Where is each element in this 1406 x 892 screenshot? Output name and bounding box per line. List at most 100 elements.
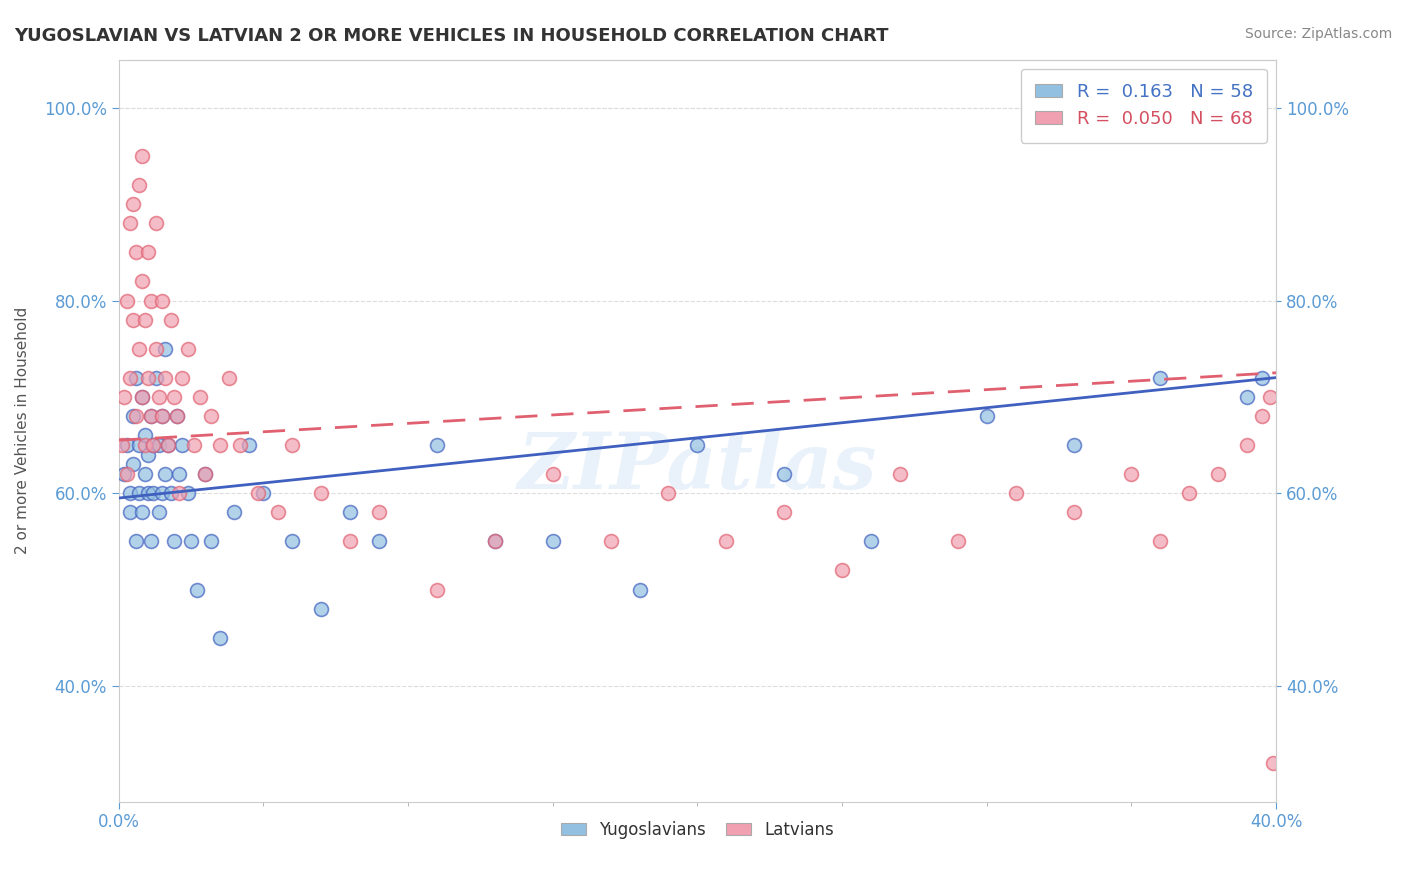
Point: [976, 409, 998, 424]
Point: [153, 467, 176, 481]
Point: [339, 506, 361, 520]
Point: [139, 409, 162, 424]
Point: [128, 342, 150, 356]
Point: [131, 274, 153, 288]
Point: [686, 438, 709, 452]
Point: [281, 534, 304, 549]
Point: [142, 438, 165, 452]
Point: [120, 216, 142, 230]
Point: [156, 438, 179, 452]
Point: [148, 438, 170, 452]
Point: [238, 438, 260, 452]
Point: [125, 245, 148, 260]
Point: [208, 631, 231, 645]
Point: [339, 534, 361, 549]
Point: [139, 293, 162, 308]
Point: [148, 506, 170, 520]
Point: [125, 370, 148, 384]
Point: [142, 486, 165, 500]
Point: [110, 438, 132, 452]
Point: [1063, 438, 1085, 452]
Point: [200, 534, 222, 549]
Point: [218, 370, 240, 384]
Point: [426, 582, 449, 597]
Point: [150, 486, 173, 500]
Point: [194, 467, 217, 481]
Point: [134, 438, 156, 452]
Point: [180, 534, 202, 549]
Point: [172, 370, 194, 384]
Point: [831, 563, 853, 577]
Text: Source: ZipAtlas.com: Source: ZipAtlas.com: [1244, 27, 1392, 41]
Point: [159, 312, 181, 326]
Point: [136, 245, 159, 260]
Point: [773, 467, 796, 481]
Point: [134, 428, 156, 442]
Point: [208, 438, 231, 452]
Point: [177, 486, 200, 500]
Point: [117, 293, 139, 308]
Point: [172, 438, 194, 452]
Point: [541, 534, 564, 549]
Point: [153, 370, 176, 384]
Point: [120, 370, 142, 384]
Point: [246, 486, 269, 500]
Point: [267, 506, 290, 520]
Point: [169, 467, 191, 481]
Point: [122, 458, 145, 472]
Point: [1258, 390, 1281, 404]
Point: [186, 582, 208, 597]
Point: [484, 534, 506, 549]
Point: [139, 534, 162, 549]
Point: [309, 486, 332, 500]
Point: [120, 506, 142, 520]
Point: [1121, 467, 1143, 481]
Point: [122, 409, 145, 424]
Point: [484, 534, 506, 549]
Point: [166, 409, 188, 424]
Point: [889, 467, 911, 481]
Point: [131, 149, 153, 163]
Point: [1263, 756, 1285, 770]
Point: [120, 486, 142, 500]
Point: [150, 409, 173, 424]
Point: [145, 216, 167, 230]
Point: [169, 486, 191, 500]
Point: [150, 409, 173, 424]
Point: [114, 390, 136, 404]
Point: [131, 506, 153, 520]
Point: [134, 312, 156, 326]
Point: [117, 438, 139, 452]
Point: [188, 390, 211, 404]
Point: [946, 534, 969, 549]
Point: [599, 534, 621, 549]
Point: [281, 438, 304, 452]
Point: [1250, 370, 1272, 384]
Point: [1149, 534, 1171, 549]
Point: [117, 467, 139, 481]
Point: [1004, 486, 1026, 500]
Point: [628, 582, 651, 597]
Point: [194, 467, 217, 481]
Point: [153, 342, 176, 356]
Point: [1149, 370, 1171, 384]
Legend: Yugoslavians, Latvians: Yugoslavians, Latvians: [554, 814, 841, 846]
Point: [1206, 467, 1229, 481]
Point: [716, 534, 738, 549]
Point: [368, 506, 391, 520]
Text: ZIPatlas: ZIPatlas: [517, 429, 877, 506]
Point: [252, 486, 274, 500]
Point: [773, 506, 796, 520]
Point: [309, 602, 332, 616]
Point: [657, 486, 679, 500]
Point: [166, 409, 188, 424]
Point: [136, 370, 159, 384]
Point: [128, 438, 150, 452]
Point: [163, 534, 186, 549]
Point: [177, 342, 200, 356]
Point: [426, 438, 449, 452]
Point: [224, 506, 246, 520]
Point: [200, 409, 222, 424]
Point: [139, 409, 162, 424]
Point: [145, 342, 167, 356]
